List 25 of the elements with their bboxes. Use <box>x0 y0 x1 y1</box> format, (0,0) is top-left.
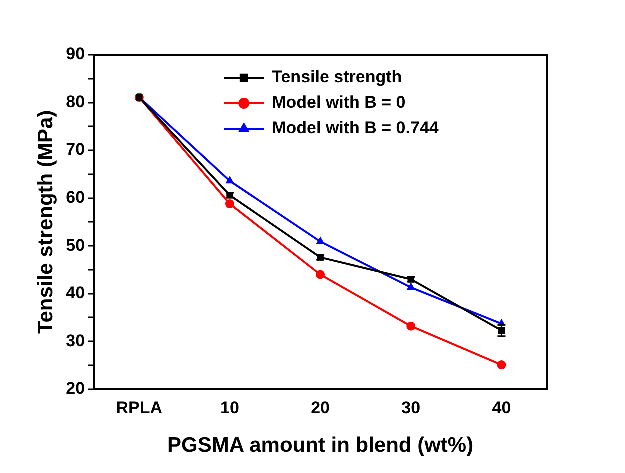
x-tick-label: 40 <box>492 398 512 418</box>
x-tick-label: RPLA <box>116 398 163 418</box>
point <box>316 270 326 280</box>
x-axis-title: PGSMA amount in blend (wt%) <box>168 434 474 458</box>
y-tick-label: 80 <box>66 92 86 112</box>
legend-label: Tensile strength <box>272 68 402 87</box>
y-tick-label: 30 <box>66 331 86 350</box>
point <box>226 176 234 184</box>
point <box>497 360 506 370</box>
y-tick-label: 90 <box>66 44 86 64</box>
point <box>316 237 325 244</box>
y-tick-label: 40 <box>66 284 86 303</box>
y-tick-label: 60 <box>66 188 86 207</box>
point <box>225 200 234 209</box>
x-tick-label: 10 <box>220 398 240 418</box>
legend-label: Model with B = 0.744 <box>272 118 440 138</box>
point <box>406 322 416 331</box>
y-tick-label: 70 <box>66 140 86 160</box>
x-tick-label: 20 <box>311 398 330 418</box>
x-tick-label: 30 <box>402 398 421 418</box>
y-tick-label: 50 <box>66 236 86 255</box>
y-axis-title: Tensile strength (MPa) <box>34 110 58 334</box>
point <box>407 283 416 290</box>
legend-label: Model with B = 0 <box>272 93 406 112</box>
y-tick-label: 20 <box>66 379 86 398</box>
